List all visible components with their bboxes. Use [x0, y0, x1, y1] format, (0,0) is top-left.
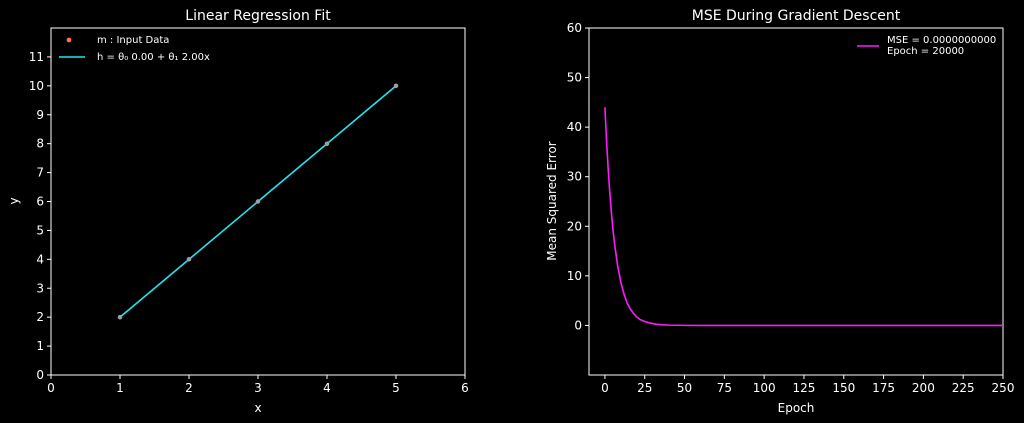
mse-y-tick-label: 60 [567, 21, 582, 35]
mse-x-tick-label: 250 [992, 381, 1015, 395]
regression-data-point-overlay [255, 199, 261, 204]
regression-y-tick-label: 10 [29, 79, 44, 93]
regression-y-tick-label: 1 [36, 339, 44, 353]
regression-legend-marker-scatter [66, 37, 72, 43]
regression-data-point-overlay [186, 257, 192, 262]
regression-data-point-overlay [117, 314, 123, 320]
mse-x-axis-label: Epoch [778, 401, 815, 415]
mse-legend-label-mse: MSE = 0.0000000000 [887, 35, 996, 46]
regression-y-tick-label: 9 [36, 108, 44, 122]
regression-y-tick-label: 2 [36, 310, 44, 324]
regression-y-tick-label: 6 [36, 195, 44, 209]
regression-y-tick-label: 7 [36, 166, 44, 180]
regression-x-tick-label: 1 [116, 381, 124, 395]
mse-y-axis-label: Mean Squared Error [545, 141, 559, 261]
mse-x-tick-label: 0 [601, 381, 609, 395]
regression-x-tick-label: 4 [323, 381, 331, 395]
regression-y-tick-label: 8 [36, 137, 44, 151]
mse-series-line [604, 107, 1003, 327]
mse-x-tick-label: 100 [753, 381, 776, 395]
regression-x-tick-label: 2 [185, 381, 193, 395]
mse-chart-title: MSE During Gradient Descent [692, 8, 901, 24]
regression-chart-title: Linear Regression Fit [185, 8, 331, 24]
regression-y-tick-label: 5 [36, 223, 44, 237]
mse-legend-label-epoch: Epoch = 20000 [887, 46, 964, 57]
regression-x-tick-label: 3 [254, 381, 262, 395]
mse-chart: MSE During Gradient Descent Epoch Mean S… [545, 8, 1014, 415]
regression-y-tick-label: 0 [36, 368, 44, 382]
regression-y-tick-label: 11 [29, 50, 44, 64]
regression-legend-label-scatter: m : Input Data [97, 35, 169, 46]
mse-axes-frame [588, 27, 1004, 376]
mse-x-tick-label: 175 [872, 381, 895, 395]
mse-y-tick-label: 50 [567, 71, 582, 85]
mse-x-tick-label: 25 [637, 381, 652, 395]
regression-x-tick-label: 5 [392, 381, 400, 395]
mse-x-tick-label: 125 [793, 381, 816, 395]
mse-x-tick-label: 150 [832, 381, 855, 395]
regression-x-axis-label: x [254, 401, 261, 415]
regression-data-point-overlay [393, 83, 399, 89]
mse-x-tick-label: 200 [912, 381, 935, 395]
regression-legend-label-line: h = θ₀ 0.00 + θ₁ 2.00x [97, 52, 210, 63]
mse-y-tick-label: 30 [567, 170, 582, 184]
regression-y-tick-label: 4 [36, 252, 44, 266]
mse-y-tick-label: 10 [567, 269, 582, 283]
mse-y-tick-label: 40 [567, 120, 582, 134]
mse-x-tick-label: 225 [952, 381, 975, 395]
regression-x-tick-label: 0 [47, 381, 55, 395]
regression-y-tick-label: 3 [36, 281, 44, 295]
regression-data-point-overlay [324, 141, 330, 146]
mse-y-tick-label: 20 [567, 219, 582, 233]
regression-y-axis-label: y [7, 197, 21, 204]
mse-x-tick-label: 75 [717, 381, 732, 395]
regression-chart: Linear Regression Fit x y 0 1 2 3 4 5 6 0 1 2 3 4 5 6… [7, 8, 469, 415]
mse-x-tick-label: 50 [677, 381, 692, 395]
regression-x-tick-label: 6 [461, 381, 469, 395]
mse-y-tick-label: 0 [574, 318, 582, 332]
